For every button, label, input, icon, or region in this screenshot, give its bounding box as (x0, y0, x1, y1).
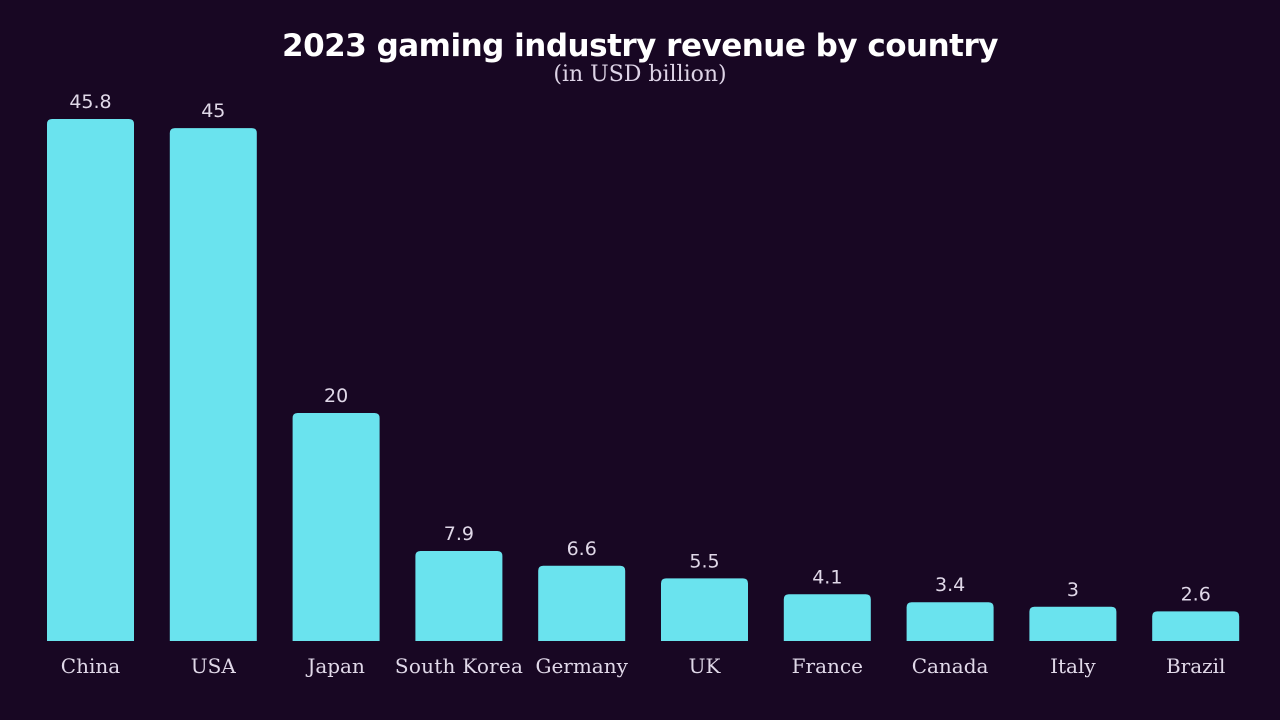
bar-south-korea (415, 550, 503, 641)
bar-brazil (1152, 611, 1240, 641)
bar-canada (906, 602, 994, 641)
data-label: 45.8 (69, 91, 111, 113)
data-label: 5.5 (689, 550, 719, 572)
data-label: 6.6 (567, 538, 597, 560)
bar-japan (292, 413, 380, 641)
data-label: 4.1 (812, 566, 842, 588)
data-label: 45 (201, 100, 225, 122)
x-tick-label: Germany (535, 654, 628, 678)
x-tick-label: Canada (912, 654, 989, 678)
bar-germany (538, 565, 626, 641)
x-tick-label: Brazil (1166, 654, 1226, 678)
data-label: 2.6 (1181, 583, 1211, 605)
chart-title: 2023 gaming industry revenue by country (282, 28, 999, 64)
data-label: 3.4 (935, 574, 965, 596)
bar-france (783, 594, 871, 641)
x-tick-label: Japan (305, 654, 365, 678)
bar-italy (1029, 606, 1117, 641)
bar-uk (661, 578, 748, 641)
data-label: 7.9 (444, 523, 474, 545)
chart-subtitle: (in USD billion) (553, 62, 727, 87)
data-label: 3 (1067, 579, 1079, 601)
x-tick-label: France (792, 654, 863, 678)
x-tick-label: China (61, 654, 120, 678)
data-label: 20 (324, 385, 348, 407)
x-tick-label: USA (191, 654, 237, 678)
x-tick-label: South Korea (395, 654, 523, 678)
bar-usa (169, 128, 257, 641)
bar-china (47, 119, 134, 641)
x-tick-label: Italy (1050, 654, 1096, 678)
x-tick-label: UK (689, 654, 722, 678)
